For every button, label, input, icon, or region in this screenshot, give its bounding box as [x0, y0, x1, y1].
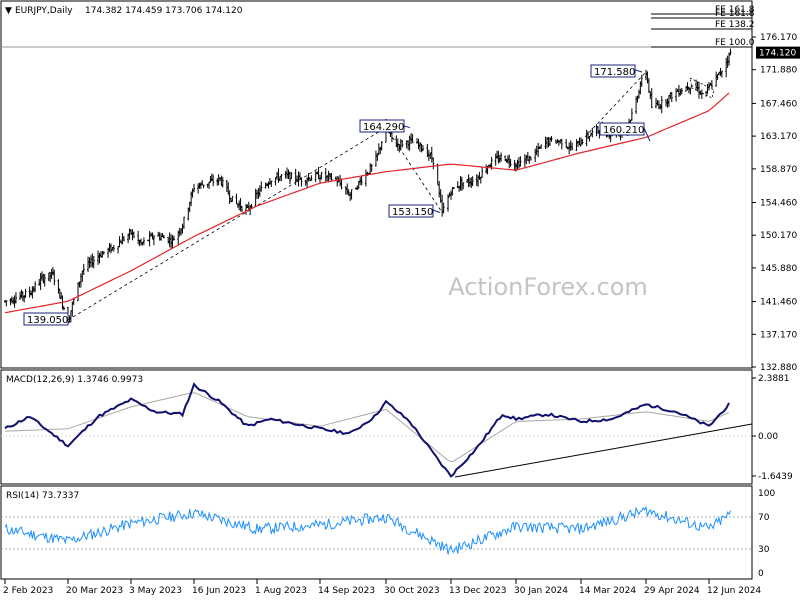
triangle-pattern [689, 77, 715, 99]
price-label-box [590, 64, 636, 78]
price-label-box [388, 204, 434, 218]
macd-pane [0, 369, 753, 485]
time-tick-label: 29 Apr 2024 [644, 586, 700, 596]
time-tick-label: 16 Jun 2023 [192, 586, 246, 596]
price-label: 164.290 [363, 122, 404, 133]
price-tick-label: 150.170 [760, 231, 797, 241]
ohlc-values: 174.382 174.459 173.706 174.120 [85, 6, 243, 16]
rsi-tick-label: 30 [758, 545, 770, 555]
time-tick-label: 2 Feb 2023 [3, 586, 53, 596]
price-tick-label: 163.170 [760, 132, 797, 142]
price-tick-label: 158.870 [760, 165, 797, 175]
current-price-label: 174.120 [759, 49, 796, 59]
macd-signal-line [4, 392, 730, 463]
trend-line [580, 71, 647, 142]
price-tick-label: 137.170 [760, 330, 797, 340]
price-axis: 176.170 171.880 167.460 163.170 158.870 154.4… [752, 33, 800, 373]
macd-support-line [454, 423, 753, 478]
macd-tick-label: -1.6439 [758, 472, 793, 482]
price-tick-label: 176.170 [760, 33, 797, 43]
price-tick-label: 141.460 [760, 298, 797, 308]
price-label-pointer [643, 127, 651, 142]
rsi-axis: 100 70 30 0 [1, 489, 775, 579]
price-label: 171.580 [594, 67, 635, 78]
price-tick-label: 154.460 [760, 198, 797, 208]
symbol-label: EURJPY,Daily [15, 6, 73, 16]
price-tick-label: 167.460 [760, 99, 797, 109]
price-pane [0, 0, 753, 369]
macd-line [4, 382, 730, 478]
rsi-tick-label: 100 [758, 489, 775, 499]
time-tick-label: 14 Mar 2024 [579, 586, 636, 596]
time-tick-label: 20 Mar 2023 [66, 586, 123, 596]
time-axis: 2 Feb 2023 20 Mar 2023 3 May 2023 16 Jun 20… [3, 579, 761, 596]
time-tick-label: 30 Oct 2023 [384, 586, 440, 596]
fib-level-label: FE 138.2 [715, 20, 755, 30]
current-price-tag [756, 46, 800, 59]
trend-line [385, 127, 443, 213]
collapse-arrow-icon[interactable]: ▼ [5, 6, 12, 16]
trend-line [67, 127, 387, 321]
price-label-pointer [403, 125, 411, 129]
rsi-pane [0, 485, 753, 580]
fib-level-label: FE 161.8 [715, 5, 755, 15]
time-tick-label: 1 Aug 2023 [255, 586, 307, 596]
price-label-pointer [432, 209, 441, 213]
time-tick-label: 13 Dec 2023 [449, 586, 507, 596]
rsi-title: RSI(14) 73.7337 [6, 491, 79, 501]
price-label: 160.210 [603, 125, 644, 136]
fib-level-label: FE 100.0 [715, 38, 755, 48]
time-tick-label: 30 Jan 2024 [514, 586, 568, 596]
rsi-tick-label: 70 [758, 513, 770, 523]
price-label: 153.150 [392, 207, 433, 218]
price-tick-label: 145.880 [760, 264, 797, 274]
rsi-line [4, 505, 731, 555]
sma-line [4, 92, 730, 314]
price-label: 139.050 [27, 315, 68, 326]
trend-lines [67, 71, 715, 321]
price-labels: 139.050 164.290 153.150 171.580 160.210 [23, 64, 651, 326]
macd-axis: 2.3881 0.00 -1.6439 [1, 374, 793, 482]
price-tick-label: 132.880 [760, 363, 797, 373]
macd-tick-label: 2.3881 [758, 374, 790, 384]
watermark: ActionForex.com [448, 273, 648, 301]
price-label-pointer [634, 69, 643, 73]
price-tick-label: 171.880 [760, 66, 797, 76]
time-tick-label: 3 May 2023 [129, 586, 182, 596]
rsi-tick-label: 0 [758, 569, 764, 579]
macd-tick-label: 0.00 [758, 432, 778, 442]
time-tick-label: 14 Sep 2023 [318, 586, 375, 596]
time-tick-label: 12 Jun 2024 [707, 586, 761, 596]
macd-title: MACD(12,26,9) 1.3746 0.9973 [6, 375, 143, 385]
fibonacci-levels: FE 161.8FE 138.2FE 100.0FE 161.8 [1, 5, 755, 48]
